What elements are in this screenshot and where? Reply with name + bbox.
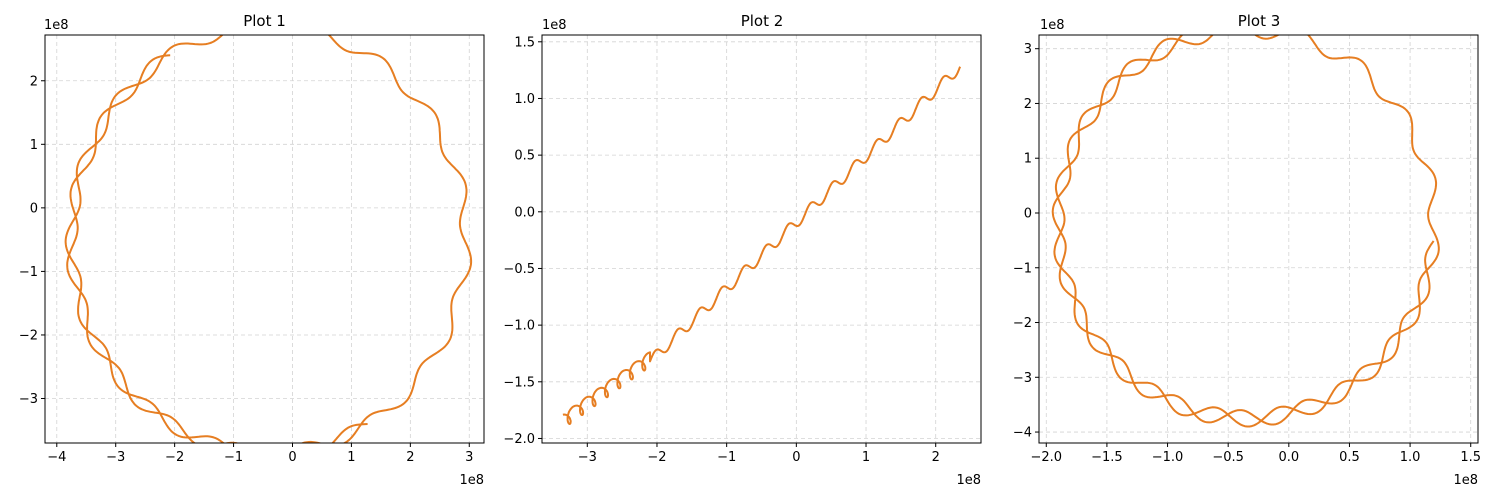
x-tick-label: −3	[106, 450, 125, 465]
y-tick-label: 0	[30, 201, 38, 216]
x-tick-label: 3	[465, 450, 473, 465]
y-tick-label: −2.0	[503, 432, 535, 447]
y-tick-label: −0.5	[503, 262, 535, 277]
y-tick-label: −4	[1013, 426, 1032, 441]
x-tick-label: −4	[47, 450, 66, 465]
y-tick-label: 2	[30, 74, 38, 89]
x-tick-label: −2	[647, 450, 666, 465]
x-tick-label: −3	[578, 450, 597, 465]
x-tick-label: 2	[932, 450, 940, 465]
chart-title: Plot 2	[741, 12, 784, 30]
chart-title: Plot 1	[243, 12, 286, 30]
x-tick-label: 1	[347, 450, 355, 465]
y-tick-label: −1	[1013, 261, 1032, 276]
y-tick-label: −1	[19, 265, 38, 280]
x-tick-label: −0.5	[1212, 450, 1244, 465]
y-tick-label: −1.0	[503, 319, 535, 334]
series-line	[1051, 35, 1440, 428]
y-tick-label: 0.0	[514, 205, 535, 220]
chart-title: Plot 3	[1238, 12, 1281, 30]
x-tick-label: −2.0	[1030, 450, 1062, 465]
y-offset-label: 1e8	[44, 18, 69, 33]
y-offset-label: 1e8	[542, 18, 567, 33]
x-tick-label: −2	[165, 450, 184, 465]
chart-plot-2: Plot 2 1e8 1e8 −3 −2 −1 0 1 2 −2.0 −1.5 −1.0 −0.5…	[503, 12, 982, 488]
series-line	[64, 35, 473, 443]
y-tick-label: 1	[30, 138, 38, 153]
chart-plot-1: Plot 1 1e8 1e8 −4 −3 −2 −1 0 1 2 3 −3 −2 −1 0 1 2	[19, 12, 485, 488]
x-tick-label: −1	[717, 450, 736, 465]
y-tick-label: −2	[1013, 316, 1032, 331]
x-offset-label: 1e8	[1453, 473, 1478, 488]
y-tick-label: −2	[19, 328, 38, 343]
y-tick-label: 2	[1024, 97, 1032, 112]
x-offset-label: 1e8	[459, 473, 484, 488]
x-tick-label: 0	[792, 450, 800, 465]
x-tick-label: 2	[406, 450, 414, 465]
x-tick-label: 1.5	[1460, 450, 1481, 465]
chart-plot-3: Plot 3 1e8 1e8 −2.0 −1.5 −1.0 −0.5 0.0 0.5 1.0…	[1013, 12, 1481, 488]
y-tick-label: 1.5	[514, 35, 535, 50]
y-tick-label: −3	[1013, 371, 1032, 386]
y-tick-label: 0.5	[514, 149, 535, 164]
series-line	[562, 66, 962, 425]
y-offset-label: 1e8	[1040, 18, 1065, 33]
x-tick-label: 1.0	[1400, 450, 1421, 465]
axes-frame	[541, 34, 982, 444]
y-tick-label: 3	[1024, 42, 1032, 57]
x-tick-label: −1	[224, 450, 243, 465]
x-tick-label: 0.0	[1278, 450, 1299, 465]
x-tick-label: −1.5	[1091, 450, 1123, 465]
x-tick-label: 0	[288, 450, 296, 465]
y-tick-label: 1.0	[514, 92, 535, 107]
y-tick-label: −1.5	[503, 375, 535, 390]
y-tick-label: 0	[1024, 206, 1032, 221]
y-tick-label: 1	[1024, 152, 1032, 167]
axes-frame	[44, 34, 485, 444]
x-tick-label: 0.5	[1339, 450, 1360, 465]
y-tick-label: −3	[19, 392, 38, 407]
x-offset-label: 1e8	[956, 473, 981, 488]
x-tick-label: −1.0	[1152, 450, 1184, 465]
axes-frame	[1038, 34, 1479, 444]
x-tick-label: 1	[862, 450, 870, 465]
